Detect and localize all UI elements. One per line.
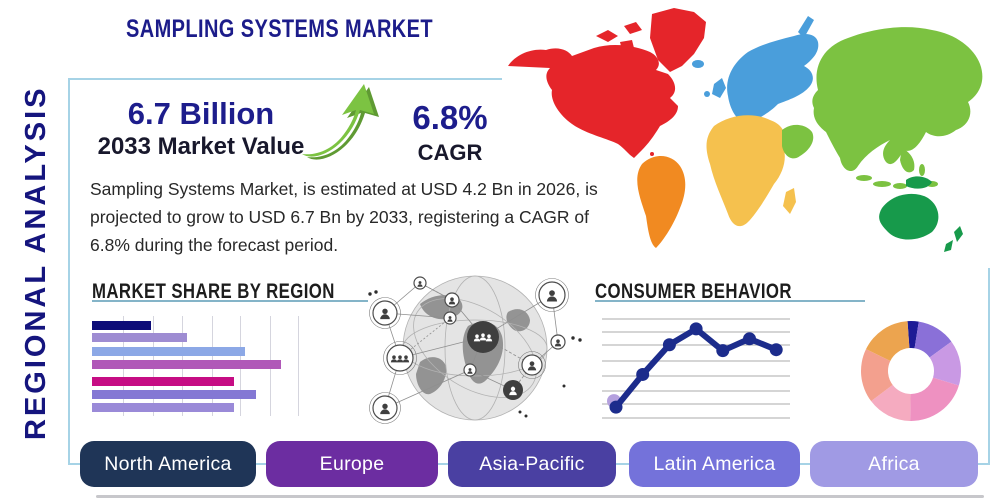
donut-slice xyxy=(910,377,959,421)
map-europe xyxy=(692,16,819,123)
network-nodes xyxy=(369,276,569,424)
map-africa xyxy=(706,115,796,227)
data-point xyxy=(609,400,623,414)
map-south-america xyxy=(637,155,686,248)
data-point xyxy=(769,343,783,357)
bar xyxy=(92,377,234,386)
page-title: SAMPLING SYSTEMS MARKET xyxy=(126,15,433,43)
bar xyxy=(92,360,281,369)
growth-arrow-icon xyxy=(296,82,388,171)
market-share-heading: MARKET SHARE BY REGION xyxy=(92,280,335,303)
cagr-number: 6.8% xyxy=(412,99,488,136)
market-value-label: 2033 Market Value xyxy=(97,133,305,160)
bar xyxy=(92,390,257,399)
bar xyxy=(92,347,246,356)
gridline xyxy=(298,316,299,416)
globe-network-graphic xyxy=(368,266,586,449)
data-point xyxy=(716,344,730,358)
world-map xyxy=(502,2,990,273)
bar xyxy=(92,321,151,330)
bottom-divider xyxy=(96,495,984,498)
donut-chart xyxy=(859,318,963,429)
data-point xyxy=(662,338,676,352)
map-asia xyxy=(782,27,983,189)
cagr-label: CAGR xyxy=(417,140,483,165)
consumer-behavior-line-chart xyxy=(598,312,798,429)
donut-slice xyxy=(907,321,919,349)
bar xyxy=(92,403,234,412)
region-button-latin-america[interactable]: Latin America xyxy=(629,441,800,487)
donut-slice xyxy=(871,384,911,421)
market-value-stat: 6.7 Billion 2033 Market Value xyxy=(85,96,317,161)
donut-slice xyxy=(914,321,952,358)
map-north-america xyxy=(508,8,706,160)
region-button-europe[interactable]: Europe xyxy=(266,441,438,487)
donut-slice xyxy=(866,321,910,361)
consumer-behavior-heading: CONSUMER BEHAVIOR xyxy=(595,280,792,303)
market-share-underline xyxy=(92,300,368,302)
map-oceania xyxy=(879,176,963,252)
data-point xyxy=(743,332,756,346)
data-point xyxy=(636,367,650,381)
donut-slice xyxy=(861,349,893,402)
cagr-stat: 6.8% CAGR xyxy=(383,99,517,166)
region-button-africa[interactable]: Africa xyxy=(810,441,978,487)
side-label-regional-analysis: REGIONAL ANALYSIS xyxy=(20,85,52,440)
donut-slice xyxy=(929,341,961,386)
market-value-number: 6.7 Billion xyxy=(127,96,275,131)
market-summary-text: Sampling Systems Market, is estimated at… xyxy=(90,179,598,255)
region-button-north-america[interactable]: North America xyxy=(80,441,256,487)
region-button-asia-pacific[interactable]: Asia-Pacific xyxy=(448,441,616,487)
consumer-behavior-underline xyxy=(595,300,865,302)
bar xyxy=(92,333,187,342)
data-point xyxy=(689,322,703,336)
market-share-bar-chart xyxy=(92,316,308,417)
